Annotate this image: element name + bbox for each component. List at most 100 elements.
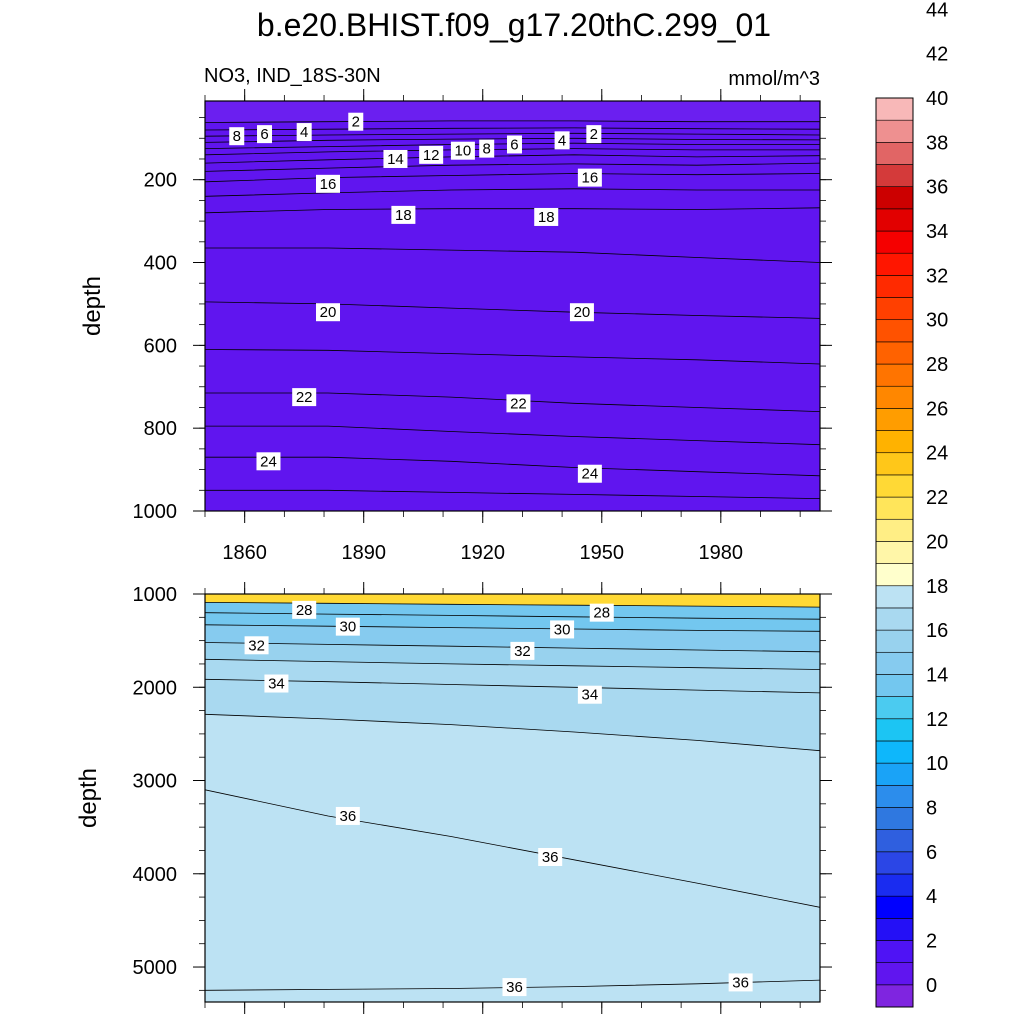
contour-label: 2 bbox=[590, 126, 598, 143]
colorbar-label: 12 bbox=[926, 709, 948, 731]
contour-label: 22 bbox=[510, 395, 527, 412]
bottom-panel: 28 28 30 30 32 32 34 34 36 36 36 36 1000 2000 3000 4000… bbox=[75, 582, 832, 1014]
contour-label: 4 bbox=[558, 132, 566, 149]
contour-label: 36 bbox=[506, 979, 523, 996]
colorbar-swatch bbox=[875, 563, 914, 587]
colorbar-swatch bbox=[875, 319, 914, 343]
plot-frame bbox=[204, 100, 821, 512]
x-tick-label: 1860 bbox=[222, 542, 267, 564]
y-tick-label: 1000 bbox=[133, 501, 178, 523]
contour-label: 24 bbox=[582, 466, 599, 483]
contour-label: 16 bbox=[320, 176, 337, 193]
colorbar-label: 30 bbox=[926, 310, 948, 332]
contour-label-box bbox=[335, 806, 360, 825]
colorbar-label: 18 bbox=[926, 576, 948, 598]
contour-label: 6 bbox=[260, 126, 268, 143]
x-tick-label: 1890 bbox=[341, 542, 386, 564]
contour-label-box bbox=[577, 464, 602, 483]
colorbar-swatch bbox=[875, 186, 914, 210]
colorbar-label: 8 bbox=[926, 797, 937, 819]
colorbar-label: 42 bbox=[926, 44, 948, 66]
contour-label: 14 bbox=[387, 151, 404, 168]
contour-label: 32 bbox=[514, 643, 531, 660]
contour-label: 18 bbox=[395, 207, 412, 224]
contour-line bbox=[205, 173, 820, 183]
contour-label-box bbox=[292, 600, 317, 619]
colorbar-label: 6 bbox=[926, 842, 937, 864]
contour-label: 36 bbox=[542, 849, 559, 866]
contour-label: 8 bbox=[483, 141, 491, 158]
contour-label: 22 bbox=[296, 389, 313, 406]
contour-label-box bbox=[554, 131, 570, 150]
colorbar-swatch bbox=[875, 696, 914, 720]
y-tick-label: 800 bbox=[144, 418, 177, 440]
contour-label-box bbox=[728, 973, 753, 992]
contour-label: 24 bbox=[260, 453, 277, 470]
contour-line bbox=[205, 489, 820, 499]
contour-label-box bbox=[296, 123, 312, 142]
colorbar: 0246810121416182022242628303234363840424… bbox=[875, 0, 948, 1008]
contour-label-box bbox=[419, 145, 444, 164]
contour-line bbox=[205, 713, 820, 752]
y-tick-label: 3000 bbox=[133, 771, 178, 793]
contour-line bbox=[205, 789, 820, 908]
variable-region-label: NO3, IND_18S-30N bbox=[204, 65, 381, 87]
contour-line bbox=[205, 425, 820, 446]
contour-label: 36 bbox=[732, 974, 749, 991]
x-tick-label: 1920 bbox=[460, 542, 505, 564]
contour-label: 34 bbox=[582, 687, 599, 704]
colorbar-swatch bbox=[875, 408, 914, 431]
units-label: mmol/m^3 bbox=[728, 68, 820, 90]
plot-frame bbox=[204, 593, 821, 1003]
contour-label-box bbox=[383, 149, 408, 168]
contour-label-box bbox=[335, 617, 360, 636]
y-tick-label: 5000 bbox=[133, 957, 178, 979]
contour-label: 12 bbox=[423, 147, 440, 164]
contour-line bbox=[205, 247, 820, 263]
contour-label-box bbox=[569, 303, 594, 322]
colorbar-label: 24 bbox=[926, 443, 948, 465]
colorbar-swatch bbox=[875, 474, 914, 498]
colorbar-swatch bbox=[875, 918, 914, 941]
y-tick-label: 600 bbox=[144, 335, 177, 357]
contour-label: 6 bbox=[510, 136, 518, 153]
colorbar-label: 34 bbox=[926, 221, 948, 243]
colorbar-swatch bbox=[875, 164, 914, 187]
contour-label-box bbox=[502, 978, 527, 997]
fill-band bbox=[205, 789, 820, 1002]
colorbar-swatch bbox=[875, 873, 914, 897]
contour-label-box bbox=[586, 125, 602, 144]
contour-label: 20 bbox=[574, 304, 591, 321]
y-axis-label: depth bbox=[75, 768, 102, 828]
colorbar-swatch bbox=[875, 674, 914, 697]
colorbar-label: 38 bbox=[926, 132, 948, 154]
contour-line bbox=[205, 207, 820, 214]
colorbar-swatch bbox=[875, 385, 914, 409]
contour-label-box bbox=[577, 685, 602, 704]
y-axis-label: depth bbox=[79, 276, 106, 336]
colorbar-swatch bbox=[875, 452, 914, 476]
contour-label: 36 bbox=[339, 808, 356, 825]
y-tick-label: 2000 bbox=[133, 677, 178, 699]
colorbar-swatch bbox=[875, 142, 914, 165]
colorbar-swatch bbox=[875, 541, 914, 564]
y-tick-label: 1000 bbox=[133, 584, 178, 606]
contour-label: 20 bbox=[320, 304, 337, 321]
colorbar-label: 26 bbox=[926, 398, 948, 420]
contour-label-box bbox=[316, 174, 340, 193]
contour-label-box bbox=[316, 303, 340, 322]
colorbar-label: 44 bbox=[926, 0, 948, 21]
contour-label: 18 bbox=[538, 209, 555, 226]
contour-label: 34 bbox=[268, 676, 285, 693]
contour-line bbox=[205, 678, 820, 694]
colorbar-swatch bbox=[875, 430, 914, 454]
contour-label: 16 bbox=[582, 170, 599, 187]
contour-label-box bbox=[550, 620, 575, 639]
contour-label: 32 bbox=[248, 637, 265, 654]
contour-label-box bbox=[244, 636, 269, 655]
colorbar-label: 0 bbox=[926, 975, 937, 997]
contour-label: 28 bbox=[296, 602, 313, 619]
